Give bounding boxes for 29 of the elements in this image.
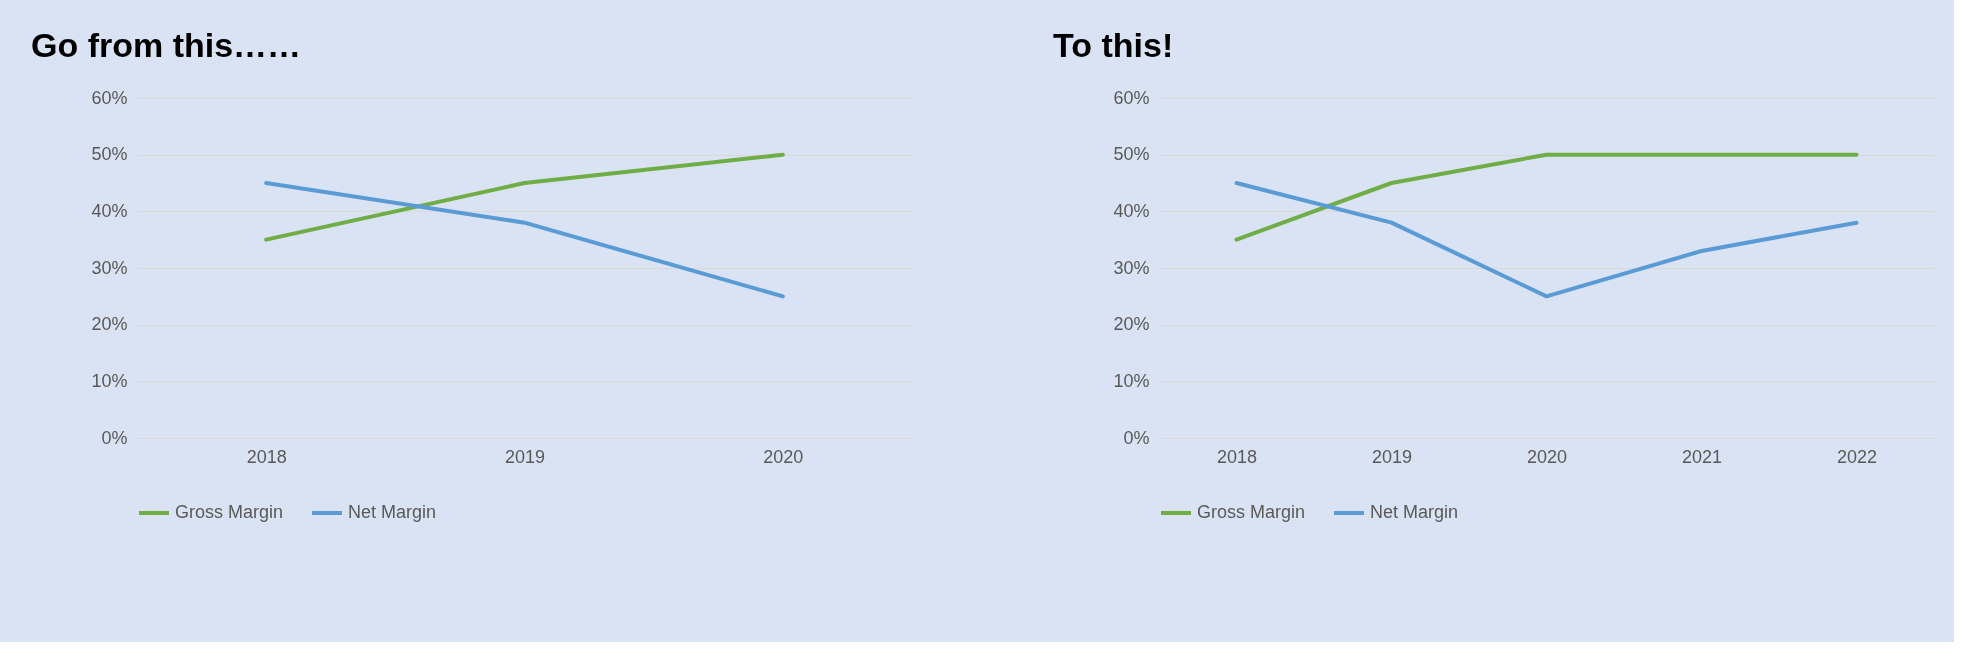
chart-title: To this! bbox=[1052, 26, 1174, 64]
x-tick-label: 2020 bbox=[763, 446, 804, 467]
x-tick-label: 2018 bbox=[1216, 446, 1258, 467]
y-tick-label: 60% bbox=[91, 87, 128, 108]
y-tick-label: 10% bbox=[91, 370, 128, 391]
y-tick-label: 20% bbox=[1113, 314, 1150, 335]
y-tick-label: 20% bbox=[91, 314, 128, 335]
x-tick-label: 2018 bbox=[246, 446, 287, 467]
chart-title: Go from this…… bbox=[30, 26, 302, 64]
y-tick-label: 0% bbox=[101, 427, 128, 448]
y-tick-label: 30% bbox=[91, 257, 128, 278]
y-tick-label: 50% bbox=[91, 144, 128, 165]
x-tick-label: 2019 bbox=[1371, 446, 1413, 467]
x-tick-label: 2022 bbox=[1836, 446, 1878, 467]
x-tick-label: 2020 bbox=[1526, 446, 1568, 467]
legend-label: Gross Margin bbox=[175, 502, 284, 522]
y-tick-label: 10% bbox=[1113, 370, 1150, 391]
y-tick-label: 30% bbox=[1113, 257, 1150, 278]
x-tick-label: 2021 bbox=[1681, 446, 1723, 467]
y-tick-label: 60% bbox=[1113, 87, 1150, 108]
y-tick-label: 40% bbox=[1113, 200, 1150, 221]
legend-label: Gross Margin bbox=[1197, 502, 1306, 522]
line-series bbox=[1234, 181, 1859, 299]
y-tick-label: 0% bbox=[1123, 427, 1150, 448]
legend-label: Net Margin bbox=[1370, 502, 1459, 522]
y-tick-label: 50% bbox=[1113, 144, 1150, 165]
x-tick-label: 2019 bbox=[504, 446, 546, 467]
legend-label: Net Margin bbox=[348, 502, 437, 522]
y-tick-label: 40% bbox=[91, 200, 128, 221]
